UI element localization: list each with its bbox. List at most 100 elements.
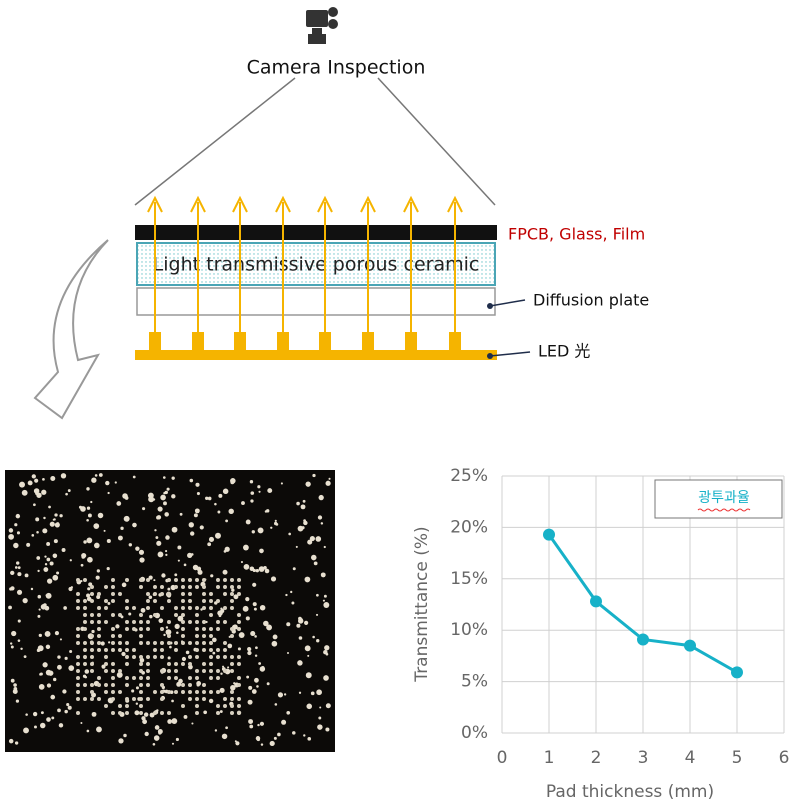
- photo-dot: [154, 725, 160, 730]
- photo-dot: [53, 677, 57, 682]
- photo-dot: [197, 569, 203, 575]
- photo-dot: [68, 665, 75, 672]
- photo-dot: [67, 705, 72, 710]
- photo-dot: [230, 655, 234, 659]
- photo-dot: [216, 648, 220, 652]
- photo-dot: [187, 552, 193, 558]
- photo-dot: [175, 737, 179, 742]
- photo-dot: [322, 599, 325, 602]
- photo-dot: [195, 711, 199, 715]
- photo-dot: [305, 481, 311, 487]
- photo-dot: [139, 669, 143, 673]
- photo-dot: [153, 641, 157, 645]
- photo-dot: [82, 674, 87, 678]
- photo-dot: [167, 656, 171, 660]
- photo-dot: [171, 494, 176, 499]
- photo-dot: [107, 491, 110, 495]
- photo-dot: [80, 721, 83, 724]
- photo-dot: [188, 585, 192, 589]
- photo-dot: [167, 620, 171, 624]
- photo-dot: [292, 731, 296, 735]
- photo-dot: [230, 669, 234, 673]
- photo-dot: [128, 612, 132, 616]
- photo-dot: [90, 585, 94, 589]
- photo-dot: [165, 549, 168, 553]
- photo-dot: [36, 556, 41, 560]
- photo-dot: [149, 614, 153, 619]
- photo-dot: [171, 476, 175, 480]
- photo-dot: [111, 697, 115, 701]
- photo-dot: [125, 711, 129, 715]
- photo-dot: [104, 606, 108, 610]
- photo-dot: [125, 606, 129, 610]
- photo-dot: [292, 567, 296, 571]
- photo-dot: [307, 654, 310, 657]
- photo-dot: [116, 501, 122, 506]
- photo-dot: [125, 641, 129, 645]
- photo-dot: [158, 618, 164, 624]
- photo-dot: [181, 613, 185, 617]
- photo-dot: [146, 676, 150, 680]
- photo-dot: [258, 566, 265, 572]
- photo-dot: [225, 519, 229, 523]
- photo-dot: [42, 662, 48, 668]
- photo-dot: [83, 697, 87, 701]
- photo-dot: [176, 681, 182, 687]
- photo-dot: [148, 595, 153, 600]
- photo-dot: [104, 662, 108, 666]
- chart: Transmittance (%) Pad thickness (mm) 0% 5…: [412, 466, 789, 802]
- photo-dot: [241, 501, 245, 505]
- photo-dot: [111, 683, 115, 687]
- photo-dot: [108, 641, 111, 644]
- photo-dot: [139, 641, 143, 645]
- photo-dot: [304, 645, 311, 652]
- photo-dot: [76, 683, 80, 687]
- photo-dot: [128, 543, 133, 547]
- photo-dot: [181, 662, 185, 666]
- photo-dot: [146, 641, 150, 645]
- photo-dot: [97, 683, 101, 687]
- photo-dot: [86, 518, 89, 522]
- photo-dot: [247, 650, 252, 656]
- photo-dot: [142, 719, 148, 725]
- photo-dot: [195, 606, 199, 610]
- photo-dot: [177, 615, 184, 622]
- photo-dot: [195, 627, 199, 631]
- photo-dot: [259, 666, 266, 672]
- photo-dot: [167, 587, 171, 591]
- photo-dot: [76, 578, 80, 582]
- photo-dot: [192, 564, 199, 571]
- photo-dot: [44, 605, 50, 611]
- photo-dot: [325, 703, 331, 709]
- photo-dot: [249, 724, 254, 729]
- photo-dot: [216, 655, 220, 659]
- photo-dot: [139, 613, 143, 617]
- photo-dot: [202, 690, 206, 694]
- photo-dot: [11, 630, 17, 637]
- photo-dot: [315, 613, 319, 616]
- photo-dot: [167, 634, 171, 638]
- photo-dot: [50, 694, 56, 700]
- view-line: [134, 77, 296, 206]
- photo-dot: [154, 529, 157, 532]
- photo-dot: [106, 538, 111, 544]
- photo-dot: [253, 607, 257, 611]
- photo-dot: [259, 604, 266, 611]
- photo-dot: [195, 578, 199, 582]
- photo-dot: [298, 636, 303, 640]
- photo-dot: [42, 528, 48, 534]
- photo-dot: [97, 641, 101, 645]
- photo-dot: [24, 573, 29, 578]
- photo-dot: [52, 553, 58, 559]
- photo-dot: [246, 675, 250, 679]
- photo-dot: [37, 614, 41, 618]
- photo-dot: [48, 505, 51, 509]
- photo-dot: [273, 736, 277, 740]
- photo-dot: [174, 690, 178, 694]
- photo-dot: [132, 620, 136, 624]
- photo-dot: [91, 711, 97, 717]
- photo-dot: [188, 662, 192, 666]
- photo-dot: [76, 690, 80, 694]
- photo-dot: [146, 697, 150, 701]
- fpcb-layer: [135, 225, 497, 240]
